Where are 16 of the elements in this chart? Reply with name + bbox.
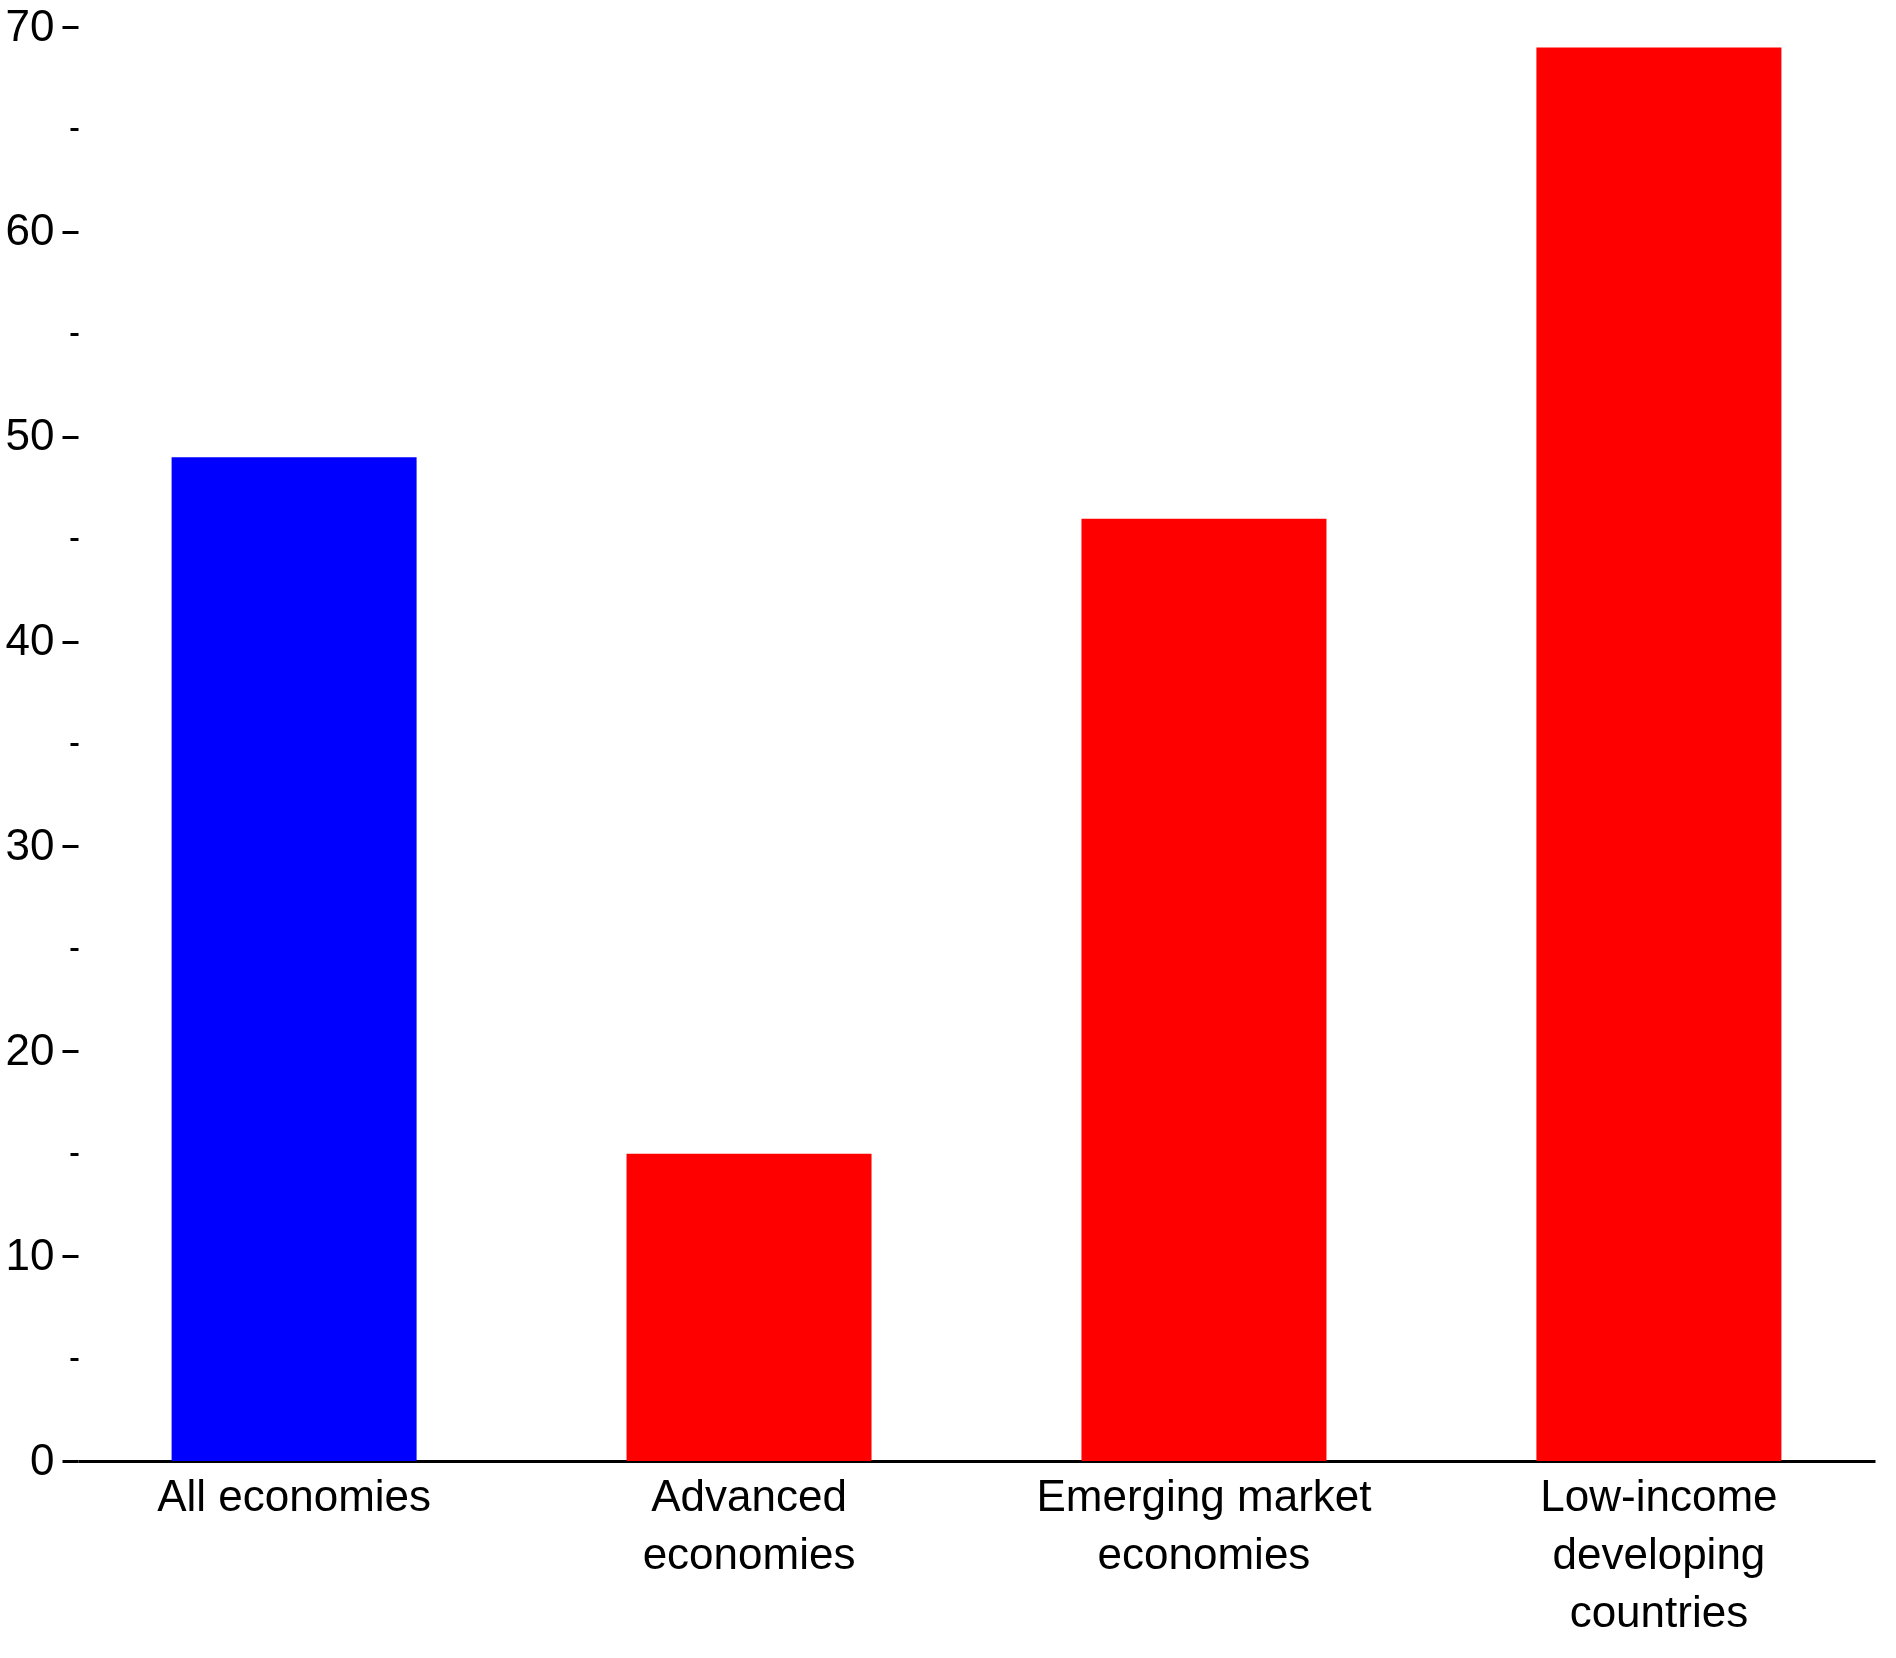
y-tick-label: 10 xyxy=(5,1229,55,1279)
y-tick-label: 30 xyxy=(5,819,55,869)
x-tick-label: Low-income developing countries xyxy=(1540,1470,1778,1636)
bar xyxy=(171,457,417,1461)
bar xyxy=(1536,47,1782,1461)
bar xyxy=(1081,518,1327,1461)
y-tick-label: 50 xyxy=(5,410,55,460)
x-tick-label: Emerging market economies xyxy=(1036,1470,1372,1578)
x-tick-label: All economies xyxy=(157,1470,432,1520)
y-tick-label: 60 xyxy=(5,205,55,255)
y-tick-label: 0 xyxy=(30,1434,55,1484)
y-tick-label: 70 xyxy=(5,0,55,50)
y-tick-label: 20 xyxy=(5,1024,55,1074)
x-tick-label: Advanced economies xyxy=(642,1470,856,1578)
y-tick-label: 40 xyxy=(5,615,55,665)
bar xyxy=(626,1153,872,1461)
